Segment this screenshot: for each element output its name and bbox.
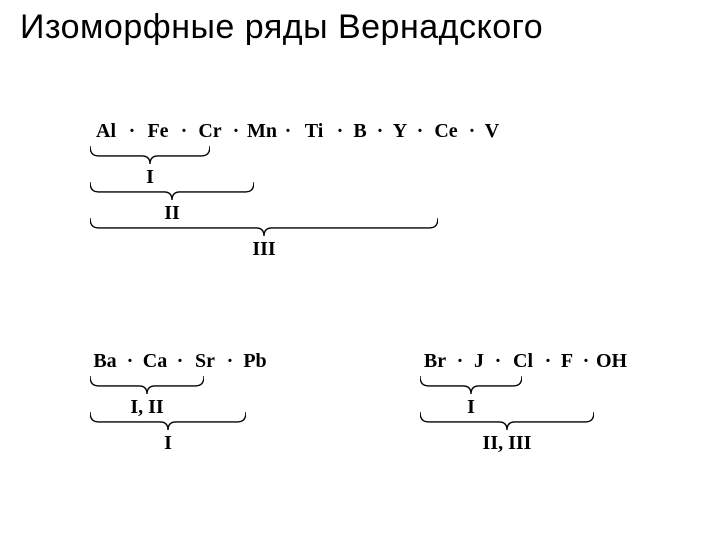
separator-dot: · [174,120,194,143]
element-symbol: Ba [90,350,120,373]
separator-dot: · [330,120,350,143]
under-brace: I [90,146,210,172]
separator-dot: · [220,350,240,373]
series-region-2: Ba·Ca·Sr·PbI, III [90,350,270,373]
brace-label: I [90,432,246,455]
element-symbol: Cr [194,120,226,143]
under-brace: II [90,182,254,208]
element-symbol: Pb [240,350,270,373]
element-symbol: Sr [190,350,220,373]
element-symbol: Br [420,350,450,373]
element-sequence: Al·Fe·Cr·Mn·Ti·B·Y·Ce·V [90,120,502,143]
separator-dot: · [450,350,470,373]
separator-dot: · [410,120,430,143]
separator-dot: · [538,350,558,373]
separator-dot: · [370,120,390,143]
element-symbol: OH [596,350,626,373]
page-title: Изоморфные ряды Вернадского [20,8,543,47]
under-brace: II, III [420,412,594,438]
separator-dot: · [576,350,596,373]
element-sequence: Br·J·Cl·F·OH [420,350,626,373]
series-region-3: Br·J·Cl·F·OHIII, III [420,350,626,373]
element-symbol: Ti [298,120,330,143]
element-symbol: Y [390,120,410,143]
brace-label: II, III [420,432,594,455]
element-symbol: Mn [246,120,278,143]
element-symbol: Cl [508,350,538,373]
element-symbol: B [350,120,370,143]
element-symbol: Ce [430,120,462,143]
separator-dot: · [120,350,140,373]
brace-label: III [90,238,438,261]
separator-dot: · [170,350,190,373]
element-symbol: V [482,120,502,143]
under-brace: III [90,218,438,244]
element-symbol: Ca [140,350,170,373]
element-symbol: Al [90,120,122,143]
element-symbol: F [558,350,576,373]
series-region-1: Al·Fe·Cr·Mn·Ti·B·Y·Ce·VIIIIII [90,120,502,143]
separator-dot: · [488,350,508,373]
under-brace: I, II [90,376,204,402]
under-brace: I [420,376,522,402]
element-symbol: Fe [142,120,174,143]
element-sequence: Ba·Ca·Sr·Pb [90,350,270,373]
separator-dot: · [278,120,298,143]
separator-dot: · [462,120,482,143]
under-brace: I [90,412,246,438]
separator-dot: · [122,120,142,143]
element-symbol: J [470,350,488,373]
separator-dot: · [226,120,246,143]
